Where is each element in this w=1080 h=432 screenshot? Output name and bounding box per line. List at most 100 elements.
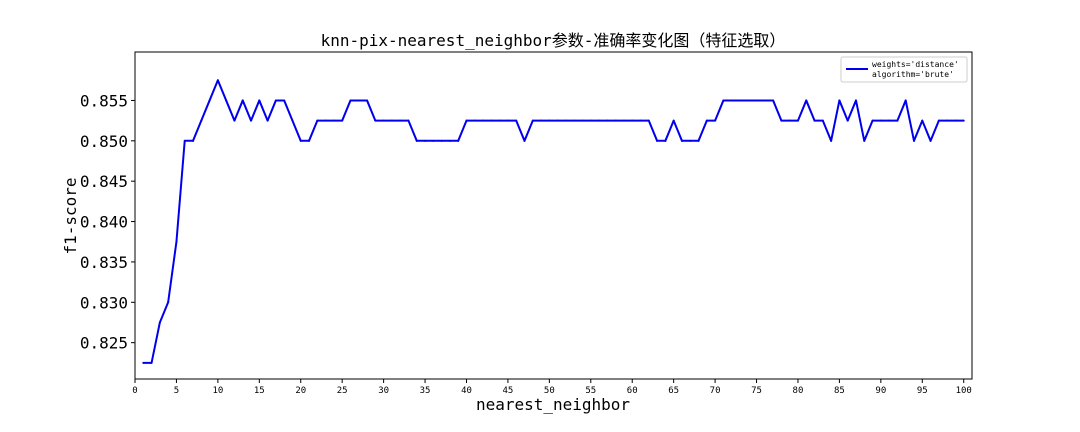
data-point <box>813 119 816 122</box>
data-point <box>780 119 783 122</box>
data-point <box>921 119 924 122</box>
data-point <box>308 139 311 142</box>
legend-box <box>840 56 968 83</box>
data-point <box>564 119 567 122</box>
data-point <box>283 99 286 102</box>
data-point <box>954 119 957 122</box>
data-point <box>291 119 294 122</box>
data-point <box>606 119 609 122</box>
data-point <box>498 119 501 122</box>
data-point <box>639 119 642 122</box>
data-point <box>448 139 451 142</box>
data-point <box>506 119 509 122</box>
data-point <box>167 301 170 304</box>
data-point <box>846 119 849 122</box>
data-point <box>316 119 319 122</box>
x-tick-label: 40 <box>461 386 472 396</box>
data-point <box>523 139 526 142</box>
y-tick-label: 0.850 <box>80 132 128 151</box>
data-point <box>465 119 468 122</box>
data-point <box>614 119 617 122</box>
data-point <box>871 119 874 122</box>
data-point <box>631 119 634 122</box>
data-point <box>622 119 625 122</box>
data-point <box>490 119 493 122</box>
data-point <box>763 99 766 102</box>
x-tick-label: 85 <box>834 386 845 396</box>
data-point <box>357 99 360 102</box>
data-point <box>241 99 244 102</box>
data-point <box>299 139 302 142</box>
data-point <box>407 119 410 122</box>
data-point <box>382 119 385 122</box>
data-point <box>142 361 145 364</box>
x-tick-label: 80 <box>793 386 804 396</box>
data-point <box>250 119 253 122</box>
data-point <box>175 240 178 243</box>
plot-background <box>135 52 972 379</box>
data-point <box>821 119 824 122</box>
data-point <box>531 119 534 122</box>
data-point <box>457 139 460 142</box>
y-tick-label: 0.825 <box>80 334 128 353</box>
y-axis-label: f1-score <box>61 177 80 254</box>
y-axis: 0.825 0.830 0.835 0.840 0.845 0.850 0.855 <box>80 91 135 353</box>
chart-title: knn-pix-nearest_neighbor参数-准确率变化图（特征选取） <box>321 31 786 50</box>
data-point <box>482 119 485 122</box>
data-point <box>680 139 683 142</box>
data-point <box>805 99 808 102</box>
data-point <box>258 99 261 102</box>
legend-label-line-2: algorithm='brute' <box>872 70 954 79</box>
series-line <box>143 79 964 364</box>
data-point <box>854 99 857 102</box>
data-point <box>830 139 833 142</box>
y-tick-label: 0.830 <box>80 293 128 312</box>
data-point <box>730 99 733 102</box>
data-point <box>324 119 327 122</box>
x-tick-label: 30 <box>378 386 389 396</box>
x-tick-label: 60 <box>627 386 638 396</box>
data-point <box>390 119 393 122</box>
x-tick-label: 25 <box>337 386 348 396</box>
data-point <box>266 119 269 122</box>
data-point <box>912 139 915 142</box>
x-tick-label: 0 <box>132 386 137 396</box>
data-point <box>341 119 344 122</box>
data-point <box>332 119 335 122</box>
data-point <box>863 139 866 142</box>
data-point <box>755 99 758 102</box>
data-point <box>573 119 576 122</box>
x-axis: 0 5 10 15 20 25 30 35 40 45 50 55 60 65 70 75 80 85 90 95 10… <box>132 379 972 396</box>
x-tick-label: 10 <box>212 386 223 396</box>
data-point <box>556 119 559 122</box>
data-point <box>540 119 543 122</box>
data-point <box>647 119 650 122</box>
data-point <box>796 119 799 122</box>
y-tick-label: 0.835 <box>80 253 128 272</box>
data-point <box>581 119 584 122</box>
data-point <box>888 119 891 122</box>
data-point <box>548 119 551 122</box>
data-point <box>788 119 791 122</box>
data-point <box>722 99 725 102</box>
data-point <box>349 99 352 102</box>
legend-label-line-1: weights='distance' <box>872 60 959 69</box>
data-point <box>672 119 675 122</box>
data-point <box>705 119 708 122</box>
series-layer <box>142 79 965 364</box>
x-tick-label: 15 <box>254 386 265 396</box>
data-point <box>904 99 907 102</box>
data-point <box>598 119 601 122</box>
data-point <box>738 99 741 102</box>
data-point <box>896 119 899 122</box>
data-point <box>772 99 775 102</box>
data-point <box>714 119 717 122</box>
data-point <box>200 119 203 122</box>
data-point <box>208 99 211 102</box>
data-point <box>274 99 277 102</box>
data-point <box>440 139 443 142</box>
data-point <box>424 139 427 142</box>
data-point <box>879 119 882 122</box>
data-point <box>747 99 750 102</box>
x-tick-label: 45 <box>502 386 513 396</box>
